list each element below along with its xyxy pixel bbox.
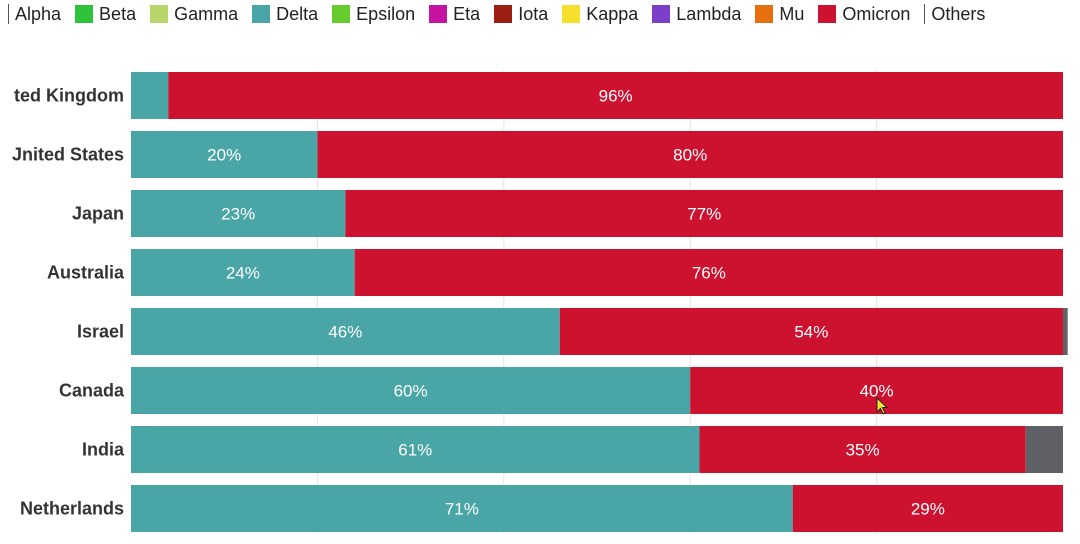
bar-segment-delta[interactable]	[131, 426, 700, 473]
legend-item-epsilon[interactable]: Epsilon	[332, 3, 415, 25]
data-label: 76%	[692, 264, 726, 283]
category-label: Netherlands	[20, 499, 124, 519]
bar-segment-delta[interactable]	[131, 190, 346, 237]
bar-segment-others[interactable]	[1025, 426, 1063, 473]
legend-label: Delta	[276, 4, 319, 24]
data-label: 23%	[221, 205, 255, 224]
data-label: 40%	[860, 382, 894, 401]
bar-segment-delta[interactable]	[131, 249, 355, 296]
bar-segment-omicron[interactable]	[699, 426, 1026, 473]
data-label: 54%	[794, 323, 828, 342]
legend-label: Iota	[518, 4, 549, 24]
category-label: Israel	[77, 322, 124, 342]
legend-swatch	[755, 5, 774, 23]
legend-swatch	[332, 5, 351, 23]
legend-label: Eta	[453, 4, 481, 24]
bar-segment-delta[interactable]	[131, 485, 793, 532]
legend-swatch	[818, 5, 837, 23]
bar-row[interactable]: Jnited States 20% 80%	[12, 131, 1063, 178]
data-label: 77%	[687, 205, 721, 224]
bar-segment-omicron[interactable]	[559, 308, 1063, 355]
category-label: Canada	[59, 381, 125, 401]
data-label: 60%	[394, 382, 428, 401]
legend-swatch	[652, 5, 671, 23]
bar-segment-omicron[interactable]	[317, 131, 1063, 178]
legend-item-mu[interactable]: Mu	[755, 3, 804, 25]
legend-item-others[interactable]: Others	[924, 3, 985, 25]
legend-label: Lambda	[676, 4, 742, 24]
legend-label: Alpha	[15, 4, 62, 24]
data-label: 96%	[599, 87, 633, 106]
data-label: 29%	[911, 500, 945, 519]
legend-label: Others	[931, 4, 986, 24]
mouse-cursor-icon	[876, 396, 889, 415]
bar-row[interactable]: India 61% 35%	[82, 426, 1063, 473]
legend-label: Beta	[99, 4, 137, 24]
legend-item-omicron[interactable]: Omicron	[818, 3, 910, 25]
legend-label: Kappa	[586, 4, 639, 24]
legend-label: Gamma	[174, 4, 239, 24]
bar-row[interactable]: Netherlands 71% 29%	[20, 485, 1063, 532]
bar-segment-delta[interactable]	[131, 308, 560, 355]
legend-swatch	[494, 5, 513, 23]
bar-segment-omicron[interactable]	[168, 72, 1063, 119]
data-label: 61%	[398, 441, 432, 460]
legend-item-beta[interactable]: Beta	[75, 3, 136, 25]
bar-row[interactable]: Australia 24% 76%	[47, 249, 1063, 296]
category-label: India	[82, 440, 125, 460]
legend-swatch	[150, 5, 169, 23]
legend-label: Omicron	[842, 4, 911, 24]
bar-segment-omicron[interactable]	[345, 190, 1063, 237]
legend-item-alpha[interactable]: Alpha	[8, 3, 61, 25]
bar-row[interactable]: ted Kingdom 96%	[14, 72, 1063, 119]
category-label: ted Kingdom	[14, 86, 124, 106]
bar-segment-omicron[interactable]	[354, 249, 1063, 296]
legend-swatch	[75, 5, 94, 23]
bar-row[interactable]: Japan 23% 77%	[72, 190, 1063, 237]
legend-swatch	[429, 5, 448, 23]
data-label: 20%	[207, 146, 241, 165]
legend-item-gamma[interactable]: Gamma	[150, 3, 238, 25]
legend-label: Epsilon	[356, 4, 416, 24]
bar-segment-others[interactable]	[1063, 308, 1068, 355]
bar-segment-delta[interactable]	[131, 367, 691, 414]
legend-item-kappa[interactable]: Kappa	[562, 3, 638, 25]
data-label: 80%	[673, 146, 707, 165]
category-label: Japan	[72, 204, 124, 224]
legend-swatch	[8, 4, 9, 24]
chart-legend: Alpha Beta Gamma Delta Epsilon Eta Iota Kappa La…	[8, 3, 1068, 25]
bar-row[interactable]: Canada 60% 40%	[59, 367, 1063, 414]
data-label: 24%	[226, 264, 260, 283]
bar-row[interactable]: Israel 46% 54%	[77, 308, 1068, 355]
legend-item-eta[interactable]: Eta	[429, 3, 480, 25]
legend-swatch	[252, 5, 271, 23]
bar-segment-delta[interactable]	[131, 131, 318, 178]
legend-swatch	[924, 4, 926, 24]
category-label: Jnited States	[12, 145, 124, 165]
bar-segment-omicron[interactable]	[792, 485, 1063, 532]
data-label: 46%	[328, 323, 362, 342]
legend-label: Mu	[779, 4, 805, 24]
category-label: Australia	[47, 263, 125, 283]
legend-swatch	[562, 5, 581, 23]
legend-item-lambda[interactable]: Lambda	[652, 3, 741, 25]
legend-item-delta[interactable]: Delta	[252, 3, 318, 25]
legend-item-iota[interactable]: Iota	[494, 3, 548, 25]
data-label: 35%	[846, 441, 880, 460]
data-label: 71%	[445, 500, 479, 519]
bar-segment-delta[interactable]	[131, 72, 169, 119]
